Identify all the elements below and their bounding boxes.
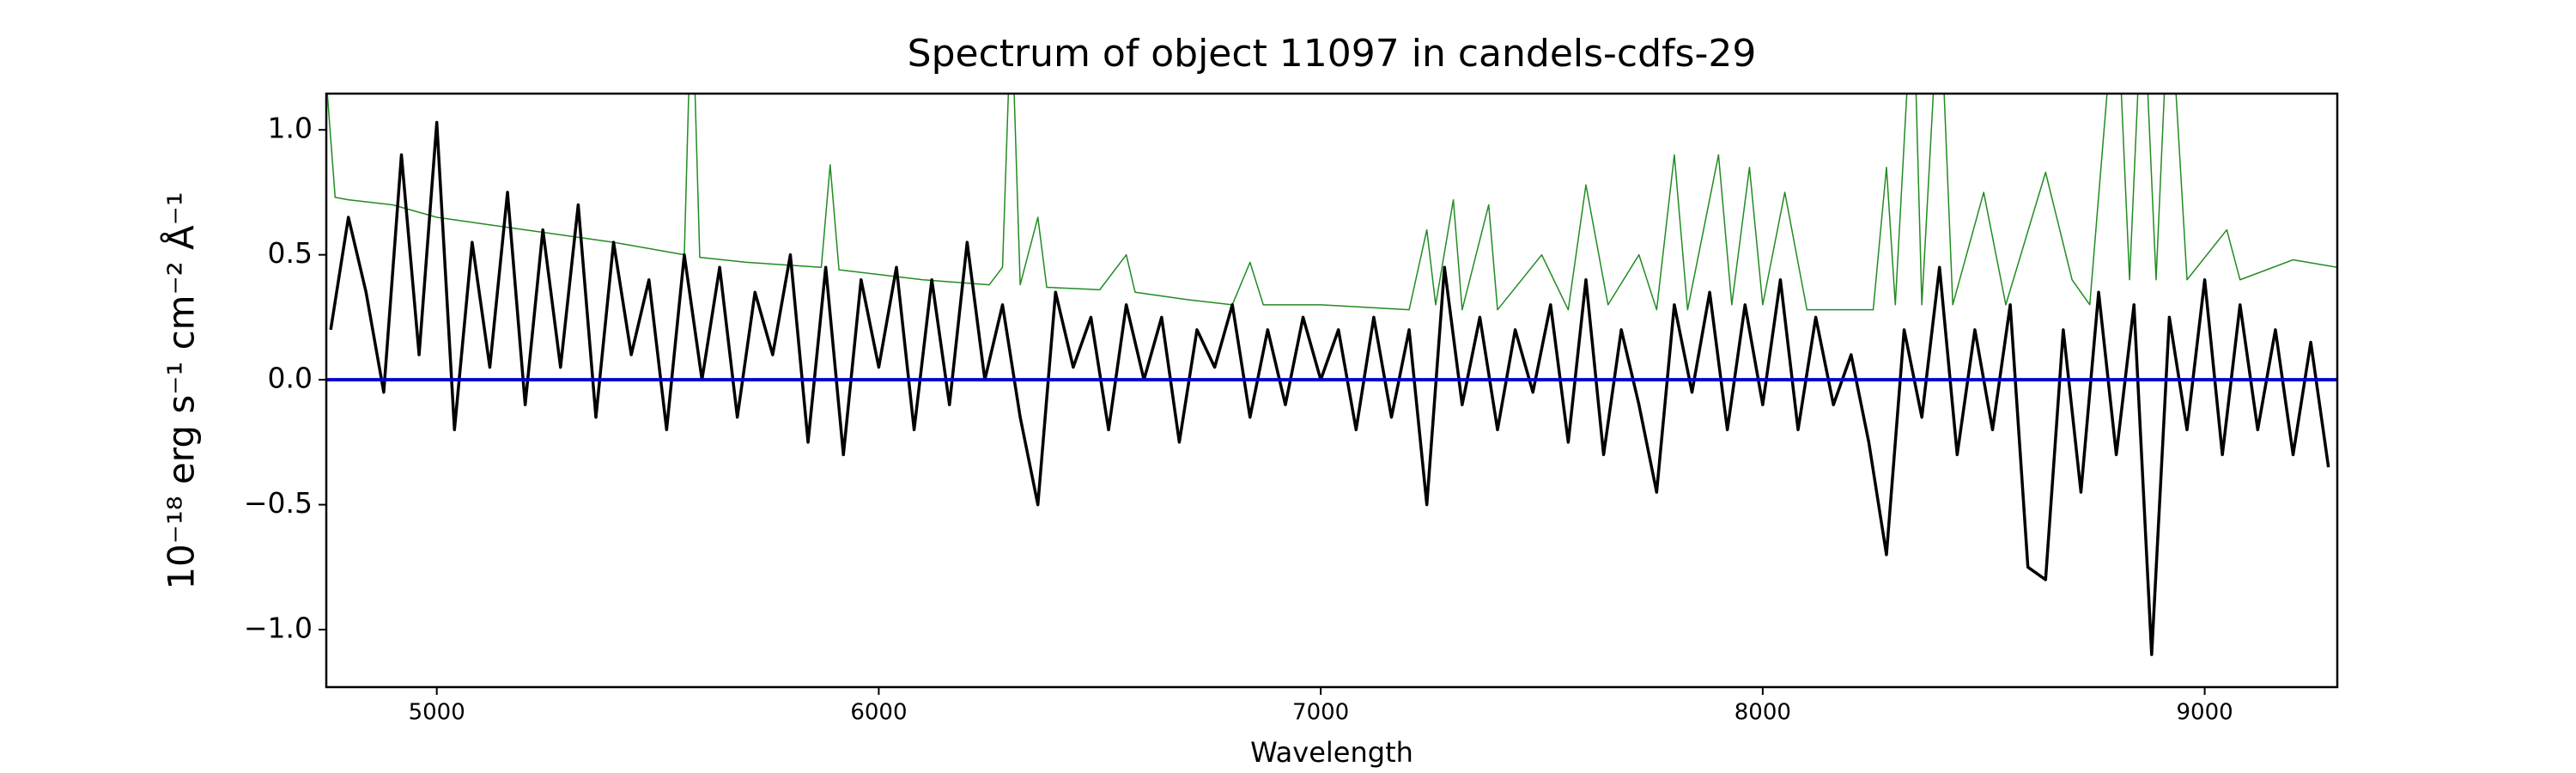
x-axis-label: Wavelength [1250, 736, 1413, 769]
x-tick-label: 9000 [2176, 700, 2233, 726]
y-axis-label: 10⁻¹⁸ erg s⁻¹ cm⁻² Å⁻¹ [160, 192, 203, 589]
x-tick-label: 5000 [409, 700, 465, 726]
plot-area [326, 94, 2337, 656]
series-line [326, 94, 2337, 311]
x-tick-label: 6000 [850, 700, 907, 726]
series-line [329, 120, 2330, 656]
chart-title: Spectrum of object 11097 in candels-cdfs… [908, 32, 1757, 76]
y-tick-label: −1.0 [244, 612, 313, 645]
y-tick-label: 1.0 [268, 112, 313, 145]
y-tick-label: −0.5 [244, 486, 313, 520]
x-tick-label: 8000 [1735, 700, 1791, 726]
plot-frame [325, 92, 2339, 689]
x-tick-label: 7000 [1292, 700, 1349, 726]
y-tick-label: 0.5 [268, 236, 313, 270]
y-tick-label: 0.0 [268, 362, 313, 395]
